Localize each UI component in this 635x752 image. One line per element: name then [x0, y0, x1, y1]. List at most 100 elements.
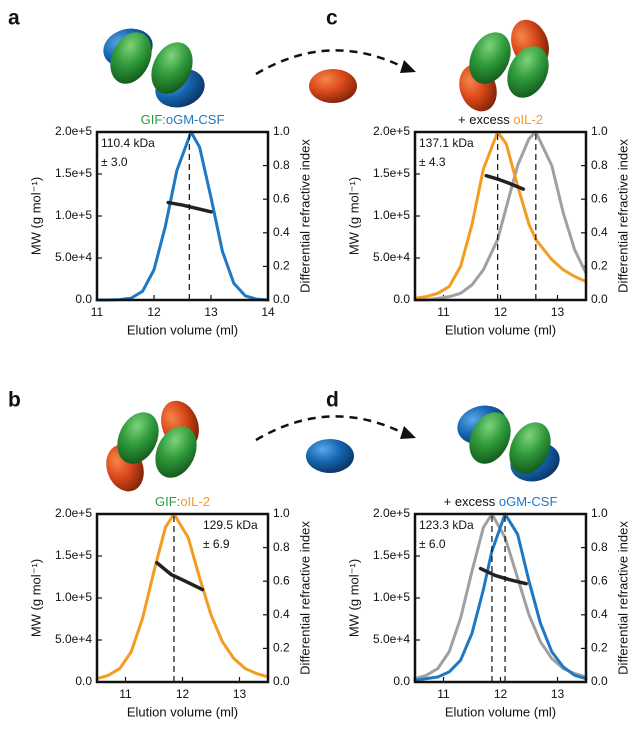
ri-curve [95, 512, 270, 681]
y-tick-label: 0.0 [393, 674, 410, 688]
y2-tick-label: 0.6 [591, 191, 608, 205]
y-tick-label: 1.5e+5 [373, 548, 410, 562]
ri-curve [413, 512, 588, 681]
y2-tick-label: 0.0 [273, 674, 290, 688]
panel-letter: a [8, 7, 20, 30]
y-axis-label: MW (g mol⁻¹) [28, 177, 43, 255]
annotation: ± 6.9 [203, 537, 230, 551]
mw-line [155, 560, 205, 592]
mw-line [478, 566, 528, 586]
y2-tick-label: 0.2 [591, 259, 608, 273]
y2-tick-label: 0.4 [591, 225, 608, 239]
x-axis-label: Elution volume (ml) [127, 322, 238, 337]
plot-frame [95, 130, 270, 302]
ri-curve [413, 130, 588, 302]
y2-tick-label: 1.0 [273, 506, 290, 520]
y-tick-label: 1.0e+5 [55, 590, 92, 604]
y-tick-label: 2.0e+5 [55, 124, 92, 138]
x-tick-label: 12 [494, 305, 508, 319]
y-tick-label: 2.0e+5 [55, 506, 92, 520]
y-tick-label: 1.5e+5 [373, 166, 410, 180]
chart-title: GIF:oIL-2 [155, 494, 210, 509]
arrow-bottom [255, 415, 416, 473]
x-axis-label: Elution volume (ml) [127, 704, 238, 719]
y-tick-label: 5.0e+4 [55, 250, 92, 264]
y-tick-label: 5.0e+4 [373, 632, 410, 646]
y-tick-label: 0.0 [75, 674, 92, 688]
y2-tick-label: 0.4 [273, 225, 290, 239]
x-axis-label: Elution volume (ml) [445, 322, 556, 337]
annotation: 129.5 kDa [203, 518, 258, 532]
plot-frame [413, 130, 588, 302]
annotation: 137.1 kDa [419, 136, 474, 150]
y-tick-label: 5.0e+4 [55, 632, 92, 646]
x-tick-label: 13 [204, 305, 218, 319]
y2-tick-label: 0.0 [591, 674, 608, 688]
y2-tick-label: 0.6 [591, 573, 608, 587]
y-axis-label: MW (g mol⁻¹) [346, 177, 361, 255]
x-tick-label: 12 [147, 305, 161, 319]
panel-letter: c [326, 7, 338, 30]
y2-tick-label: 1.0 [591, 506, 608, 520]
y-tick-label: 2.0e+5 [373, 124, 410, 138]
panel-letter: d [326, 389, 339, 412]
x-axis-label: Elution volume (ml) [445, 704, 556, 719]
title-part: oGM-CSF [166, 112, 225, 127]
y-tick-label: 1.5e+5 [55, 166, 92, 180]
y2-tick-label: 0.6 [273, 573, 290, 587]
y2-axis-label: Differential refractive index [615, 521, 630, 675]
plot-frame [413, 512, 588, 684]
y2-axis-label: Differential refractive index [297, 139, 312, 293]
title-part: oIL-2 [513, 112, 543, 127]
y-axis-label: MW (g mol⁻¹) [28, 559, 43, 637]
annotation: ± 4.3 [419, 155, 446, 169]
y2-tick-label: 0.0 [591, 292, 608, 306]
y2-tick-label: 0.0 [273, 292, 290, 306]
x-tick-label: 13 [233, 687, 247, 701]
y-tick-label: 1.5e+5 [55, 548, 92, 562]
annotation: ± 3.0 [101, 155, 128, 169]
arrow-top [255, 49, 416, 103]
y2-tick-label: 0.8 [273, 158, 290, 172]
y2-tick-label: 0.4 [591, 607, 608, 621]
y2-tick-label: 0.6 [273, 191, 290, 205]
annotation: 123.3 kDa [419, 518, 474, 532]
y-tick-label: 1.0e+5 [373, 590, 410, 604]
title-part: oIL-2 [180, 494, 210, 509]
chart-title: GIF:oGM-CSF [141, 112, 225, 127]
y-tick-label: 2.0e+5 [373, 506, 410, 520]
annotation: ± 6.0 [419, 537, 446, 551]
panel-letter: b [8, 389, 21, 412]
title-part: GIF: [141, 112, 166, 127]
y2-tick-label: 0.8 [273, 540, 290, 554]
y-tick-label: 1.0e+5 [373, 208, 410, 222]
y-tick-label: 0.0 [75, 292, 92, 306]
y2-axis-label: Differential refractive index [297, 521, 312, 675]
annotation: 110.4 kDa [101, 136, 155, 150]
y2-tick-label: 0.2 [591, 641, 608, 655]
x-tick-label: 12 [494, 687, 508, 701]
x-tick-label: 13 [551, 687, 565, 701]
ri-curve [413, 130, 588, 300]
x-tick-label: 12 [176, 687, 190, 701]
x-tick-label: 11 [437, 687, 450, 701]
x-tick-label: 14 [261, 305, 275, 319]
chart-title: + excess oIL-2 [458, 112, 543, 127]
y2-axis-label: Differential refractive index [615, 139, 630, 293]
y2-tick-label: 1.0 [273, 124, 290, 138]
mw-line [484, 173, 526, 191]
chart-title: + excess oGM-CSF [444, 494, 558, 509]
y2-tick-label: 0.8 [591, 540, 608, 554]
x-tick-label: 11 [437, 305, 450, 319]
y-tick-label: 0.0 [393, 292, 410, 306]
illustration-a [103, 28, 205, 108]
y-axis-label: MW (g mol⁻¹) [346, 559, 361, 637]
x-tick-label: 13 [551, 305, 565, 319]
ri-curve [413, 512, 588, 682]
plot-frame [95, 512, 270, 684]
illustration-c [459, 19, 549, 112]
y2-tick-label: 1.0 [591, 124, 608, 138]
title-part: + excess [458, 112, 513, 127]
